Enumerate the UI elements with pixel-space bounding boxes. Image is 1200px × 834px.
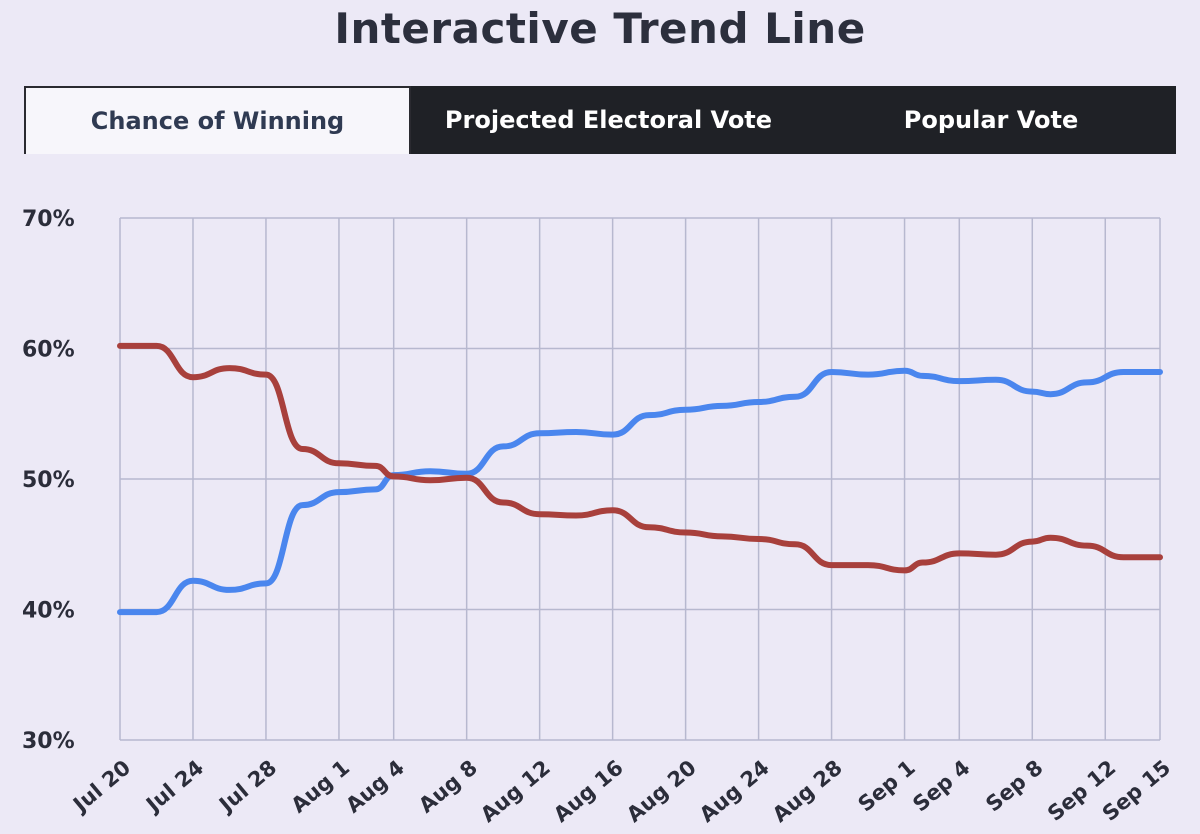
- x-tick-label: Sep 8: [981, 755, 1047, 816]
- x-tick-label: Jul 28: [213, 755, 281, 817]
- x-tick-label: Sep 1: [854, 755, 920, 816]
- x-tick-label: Aug 12: [476, 755, 555, 827]
- chart-grid: [119, 217, 1161, 741]
- x-tick-label: Jul 24: [140, 755, 208, 817]
- series-lines: [117, 342, 1163, 616]
- x-tick-label: Aug 8: [414, 755, 482, 817]
- tab-popular-vote[interactable]: Popular Vote: [806, 86, 1176, 154]
- x-tick-label: Sep 4: [908, 755, 974, 816]
- tab-bar: Chance of Winning Projected Electoral Vo…: [24, 86, 1176, 154]
- x-tick-label: Aug 4: [341, 755, 409, 817]
- x-tick-label: Jul 20: [67, 755, 135, 817]
- y-tick-label: 60%: [22, 338, 75, 363]
- blue-series-line: [117, 367, 1163, 616]
- page-title: Interactive Trend Line: [334, 4, 866, 53]
- y-tick-label: 40%: [22, 599, 75, 624]
- y-axis-labels: 70% 60% 50% 40% 30%: [22, 207, 75, 754]
- tab-projected-electoral-vote[interactable]: Projected Electoral Vote: [411, 86, 806, 154]
- y-tick-label: 70%: [22, 207, 75, 232]
- x-tick-label: Aug 1: [287, 755, 355, 817]
- tab-chance-of-winning[interactable]: Chance of Winning: [24, 86, 411, 154]
- y-tick-label: 30%: [22, 729, 75, 754]
- x-tick-label: Aug 24: [695, 755, 774, 827]
- x-tick-label: Aug 28: [768, 755, 847, 827]
- y-tick-label: 50%: [22, 468, 75, 493]
- red-series-line: [117, 342, 1163, 574]
- x-tick-label: Aug 20: [622, 755, 701, 827]
- x-tick-label: Aug 16: [549, 755, 628, 827]
